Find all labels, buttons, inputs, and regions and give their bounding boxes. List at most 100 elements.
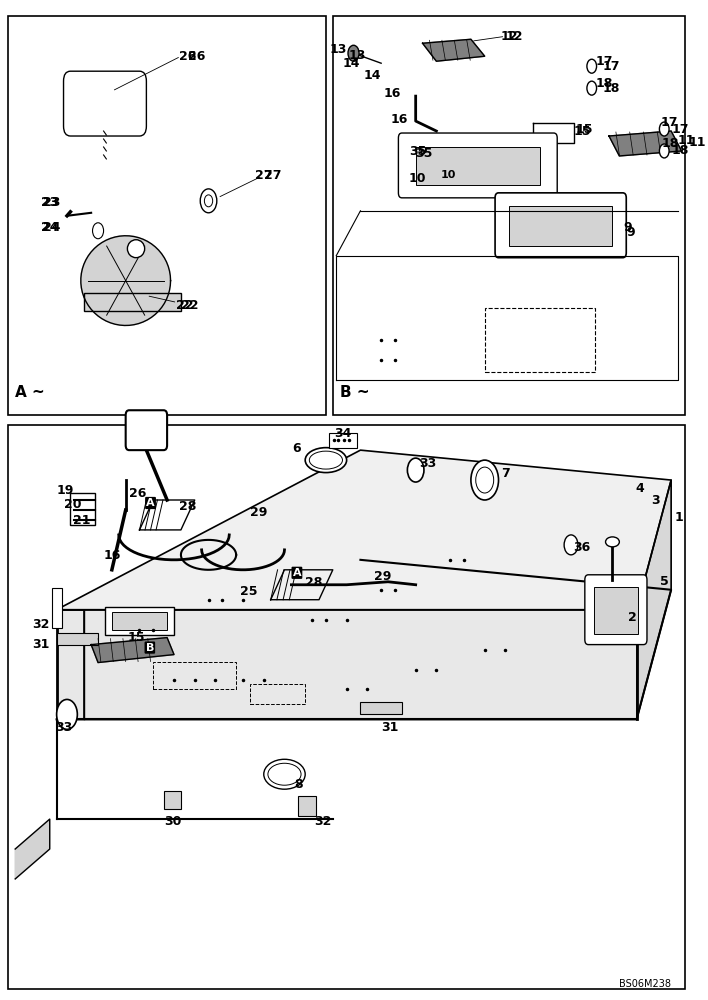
Text: 18: 18 <box>671 144 688 157</box>
Bar <box>485 308 595 372</box>
Text: 18: 18 <box>661 137 678 150</box>
Text: 26: 26 <box>130 487 147 500</box>
Circle shape <box>564 535 578 555</box>
Bar <box>154 662 236 689</box>
Text: 29: 29 <box>249 506 267 519</box>
Text: 26: 26 <box>179 50 197 63</box>
Text: 8: 8 <box>294 778 302 791</box>
Bar <box>8 425 685 989</box>
Text: 9: 9 <box>623 221 632 234</box>
Text: A: A <box>292 568 301 578</box>
Text: 6: 6 <box>292 442 301 455</box>
Polygon shape <box>636 480 671 719</box>
Text: B ~: B ~ <box>340 385 370 400</box>
Bar <box>52 588 62 628</box>
Bar <box>84 293 181 311</box>
Bar <box>333 16 685 415</box>
Text: 23: 23 <box>41 196 58 209</box>
Text: 4: 4 <box>636 482 644 495</box>
Text: 21: 21 <box>73 514 90 527</box>
FancyBboxPatch shape <box>495 193 627 258</box>
Text: 34: 34 <box>334 427 352 440</box>
Text: 28: 28 <box>179 500 197 513</box>
Text: 22: 22 <box>181 299 198 312</box>
Ellipse shape <box>605 537 620 547</box>
Polygon shape <box>15 819 50 879</box>
Text: 10: 10 <box>440 170 456 180</box>
Polygon shape <box>57 610 84 719</box>
Text: 17: 17 <box>602 60 620 73</box>
FancyBboxPatch shape <box>399 133 557 198</box>
Text: 3: 3 <box>651 494 661 507</box>
Text: 24: 24 <box>41 221 59 234</box>
Text: 26: 26 <box>188 50 205 63</box>
Ellipse shape <box>268 763 301 785</box>
Text: 12: 12 <box>500 30 518 43</box>
Text: 15: 15 <box>576 123 593 136</box>
Polygon shape <box>57 450 671 610</box>
Text: B: B <box>146 643 154 653</box>
Polygon shape <box>57 610 636 719</box>
Text: 1: 1 <box>675 511 684 524</box>
Circle shape <box>659 144 669 158</box>
Text: 20: 20 <box>64 498 81 511</box>
Polygon shape <box>609 131 682 156</box>
Text: 16: 16 <box>390 113 408 126</box>
Text: 18: 18 <box>602 82 620 95</box>
Text: 16: 16 <box>103 549 120 562</box>
Text: 22: 22 <box>176 299 193 312</box>
Circle shape <box>57 699 77 729</box>
Text: 27: 27 <box>264 169 281 182</box>
Text: 5: 5 <box>660 575 668 588</box>
Text: 17: 17 <box>595 55 613 68</box>
Text: 9: 9 <box>627 226 635 239</box>
Text: 17: 17 <box>661 116 678 129</box>
Bar <box>360 702 402 714</box>
Text: 15: 15 <box>128 631 145 644</box>
Ellipse shape <box>309 451 343 469</box>
Circle shape <box>659 122 669 136</box>
Circle shape <box>348 45 359 61</box>
Bar <box>250 684 305 704</box>
Text: 15: 15 <box>573 125 590 138</box>
Ellipse shape <box>305 448 347 473</box>
Text: 29: 29 <box>374 570 392 583</box>
Bar <box>329 433 357 448</box>
Text: 36: 36 <box>573 541 590 554</box>
Bar <box>298 796 316 816</box>
Text: BS06M238: BS06M238 <box>619 979 671 989</box>
Circle shape <box>471 460 498 500</box>
Bar <box>164 791 181 809</box>
Circle shape <box>587 59 597 73</box>
Text: A: A <box>147 498 155 508</box>
Circle shape <box>587 81 597 95</box>
Text: 11: 11 <box>678 134 695 147</box>
Bar <box>416 147 540 185</box>
Text: 14: 14 <box>363 69 381 82</box>
Text: 31: 31 <box>32 638 50 651</box>
Text: 28: 28 <box>304 576 322 589</box>
Text: 14: 14 <box>343 57 360 70</box>
Text: 16: 16 <box>383 87 401 100</box>
Text: 33: 33 <box>418 457 436 470</box>
Text: 33: 33 <box>55 721 72 734</box>
FancyBboxPatch shape <box>585 575 647 645</box>
Bar <box>105 607 174 635</box>
Bar <box>594 587 638 634</box>
Text: 31: 31 <box>381 721 398 734</box>
Text: 27: 27 <box>255 169 273 182</box>
Ellipse shape <box>127 240 144 258</box>
Circle shape <box>200 189 217 213</box>
Text: A ~: A ~ <box>15 385 45 400</box>
FancyBboxPatch shape <box>64 71 147 136</box>
Text: 32: 32 <box>32 618 50 631</box>
Polygon shape <box>91 638 174 663</box>
Text: 30: 30 <box>164 815 181 828</box>
Bar <box>112 612 167 630</box>
Text: 11: 11 <box>688 136 706 149</box>
Text: 17: 17 <box>671 123 689 136</box>
Text: 35: 35 <box>409 145 426 158</box>
Text: 12: 12 <box>506 30 523 43</box>
FancyBboxPatch shape <box>126 410 167 450</box>
Bar <box>70 493 95 525</box>
